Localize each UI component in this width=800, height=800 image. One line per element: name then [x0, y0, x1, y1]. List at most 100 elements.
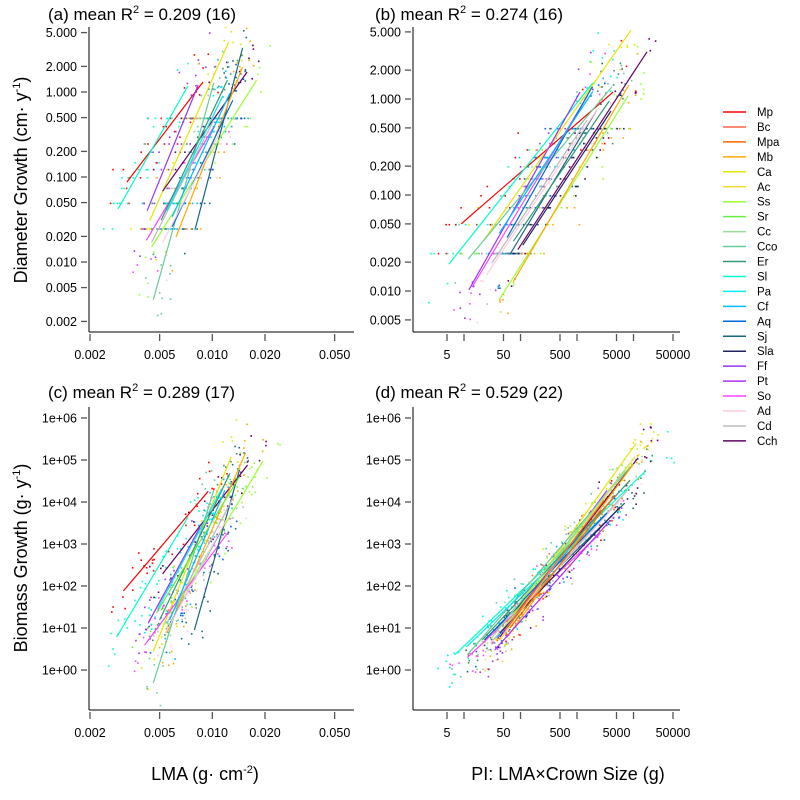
- legend-item-Mb: Mb: [723, 152, 773, 164]
- panel-d: (d) mean R2 = 0.529 (22)1e+061e+051e+041…: [366, 382, 691, 740]
- scatter-point-Sl: [143, 143, 146, 145]
- scatter-point-Pa: [204, 117, 206, 120]
- scatter-point-Ca: [608, 43, 610, 46]
- scatter-point-Aq: [171, 228, 173, 230]
- scatter-point-Pa: [208, 518, 211, 521]
- scatter-point-Aq: [197, 177, 200, 179]
- scatter-point-Mb: [236, 62, 239, 64]
- scatter-point-Cf: [535, 156, 538, 159]
- scatter-point-Ca: [160, 636, 163, 638]
- scatter-point-Mb: [171, 650, 173, 653]
- panel-title: (a) mean R2 = 0.209 (16): [48, 4, 236, 24]
- scatter-point-Cch: [574, 132, 576, 134]
- y-tick-label: 1e+02: [42, 580, 77, 594]
- scatter-point-Ff: [494, 289, 497, 292]
- scatter-point-Cd: [171, 187, 173, 190]
- scatter-point-Mb: [629, 127, 632, 130]
- scatter-point-Ff: [592, 88, 594, 91]
- scatter-point-Ss: [247, 476, 249, 478]
- scatter-point-Ff: [530, 605, 533, 607]
- scatter-point-Ff: [205, 66, 207, 69]
- scatter-point-Sla: [572, 156, 575, 159]
- scatter-point-Ad: [500, 298, 502, 301]
- scatter-point-Sl: [616, 76, 618, 79]
- scatter-point-Ad: [165, 279, 168, 281]
- legend-item-Cd: Cd: [723, 421, 772, 433]
- scatter-point-So: [186, 600, 188, 602]
- scatter-point-Er: [209, 537, 212, 540]
- scatter-point-Pa: [231, 507, 233, 510]
- scatter-point-So: [491, 642, 493, 645]
- scatter-point-Sj: [643, 492, 645, 494]
- scatter-point-Mb: [175, 622, 178, 625]
- scatter-point-So: [150, 258, 152, 260]
- scatter-point-Ff: [175, 130, 177, 133]
- scatter-point-Mb: [552, 223, 554, 226]
- y-tick-label: 1e+00: [42, 664, 77, 678]
- scatter-point-Mpa: [546, 591, 548, 594]
- scatter-point-Pa: [212, 94, 215, 97]
- scatter-point-Er: [476, 659, 479, 662]
- scatter-point-Ss: [162, 623, 165, 625]
- scatter-point-Pt: [558, 582, 561, 584]
- scatter-point-Pt: [479, 671, 481, 673]
- scatter-point-Mpa: [600, 524, 602, 527]
- scatter-point-Cf: [545, 156, 547, 159]
- scatter-point-Er: [515, 252, 517, 255]
- scatter-point-Cf: [191, 202, 194, 205]
- scatter-point-Cco: [199, 117, 202, 120]
- scatter-point-Cc: [481, 640, 484, 643]
- scatter-point-Ff: [459, 291, 461, 294]
- scatter-point-Cco: [213, 521, 215, 524]
- scatter-point-Cco: [459, 252, 462, 255]
- scatter-point-Pa: [487, 626, 490, 629]
- scatter-point-Ac: [508, 637, 510, 640]
- legend-label: Ca: [757, 167, 772, 179]
- scatter-point-So: [228, 130, 230, 133]
- scatter-point-Aq: [212, 168, 214, 171]
- scatter-point-Ad: [480, 279, 482, 282]
- legend-label: Mb: [757, 152, 773, 164]
- scatter-point-Cch: [251, 77, 253, 80]
- scatter-point-Pa: [213, 130, 215, 133]
- scatter-point-Mp: [445, 252, 448, 255]
- scatter-point-Pa: [174, 202, 176, 205]
- scatter-point-Cco: [205, 471, 207, 474]
- scatter-point-Ad: [180, 606, 183, 609]
- scatter-point-Er: [205, 151, 207, 153]
- scatter-point-Ad: [195, 590, 198, 592]
- scatter-point-Aq: [235, 76, 237, 79]
- x-tick-label: 50000: [656, 726, 691, 740]
- regression-line-Ca: [483, 29, 632, 241]
- scatter-point-Mp: [179, 136, 181, 138]
- scatter-point-Aq: [534, 156, 537, 159]
- scatter-point-Cch: [153, 596, 155, 599]
- scatter-point-Er: [500, 640, 503, 642]
- x-tick-label: 50: [497, 726, 511, 740]
- scatter-point-Cd: [531, 178, 533, 180]
- scatter-point-Sla: [548, 588, 551, 591]
- scatter-point-Mp: [171, 553, 173, 556]
- scatter-point-Sj: [190, 633, 193, 635]
- scatter-point-Sl: [485, 252, 488, 255]
- scatter-point-Cc: [486, 647, 488, 649]
- scatter-point-Aq: [549, 127, 551, 130]
- regression-line-Sl: [116, 516, 189, 638]
- scatter-point-Cd: [571, 583, 573, 585]
- scatter-point-Sl: [165, 550, 167, 553]
- scatter-point-Pa: [453, 652, 455, 655]
- scatter-point-Aq: [475, 650, 478, 653]
- scatter-point-Sr: [228, 482, 230, 485]
- scatter-point-So: [458, 662, 460, 664]
- scatter-point-Aq: [549, 195, 552, 197]
- scatter-point-Mp: [610, 480, 613, 482]
- scatter-point-Ca: [155, 259, 157, 261]
- scatter-point-Er: [163, 202, 165, 205]
- scatter-point-Mb: [502, 298, 504, 301]
- scatter-point-Mb: [225, 484, 228, 486]
- legend-item-Cc: Cc: [723, 227, 771, 239]
- scatter-point-Ss: [254, 491, 257, 494]
- scatter-point-Cch: [265, 440, 267, 443]
- scatter-point-Aq: [544, 156, 546, 159]
- scatter-point-So: [471, 670, 474, 672]
